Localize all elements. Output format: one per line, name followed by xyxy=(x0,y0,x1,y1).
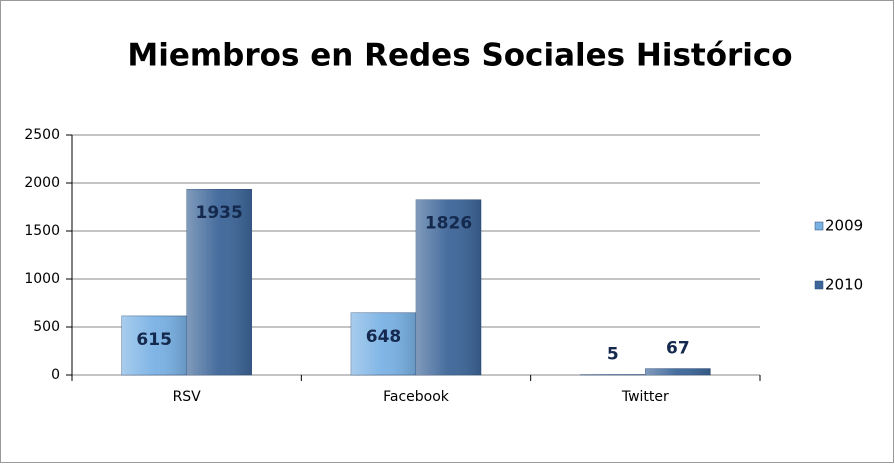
value-label: 648 xyxy=(366,327,402,347)
legend-label: 2009 xyxy=(825,217,863,235)
x-tick-label: Twitter xyxy=(621,389,669,405)
bar-shine xyxy=(645,369,710,375)
y-tick-label: 1000 xyxy=(24,271,60,287)
x-tick-label: RSV xyxy=(173,389,202,405)
value-label: 1826 xyxy=(425,214,472,234)
legend-swatch xyxy=(815,222,823,230)
y-tick-label: 1500 xyxy=(24,223,60,239)
legend-label: 2010 xyxy=(825,276,863,294)
y-tick-label: 2500 xyxy=(24,127,60,143)
x-tick-label: Facebook xyxy=(383,389,450,405)
value-label: 67 xyxy=(666,339,690,359)
y-tick-label: 2000 xyxy=(24,175,60,191)
value-label: 5 xyxy=(607,345,619,365)
y-tick-label: 500 xyxy=(33,319,60,335)
legend-swatch xyxy=(815,281,823,289)
chart-title: Miembros en Redes Sociales Histórico xyxy=(127,38,792,74)
value-label: 1935 xyxy=(196,203,243,223)
value-label: 615 xyxy=(136,330,172,350)
y-tick-label: 0 xyxy=(51,367,60,383)
